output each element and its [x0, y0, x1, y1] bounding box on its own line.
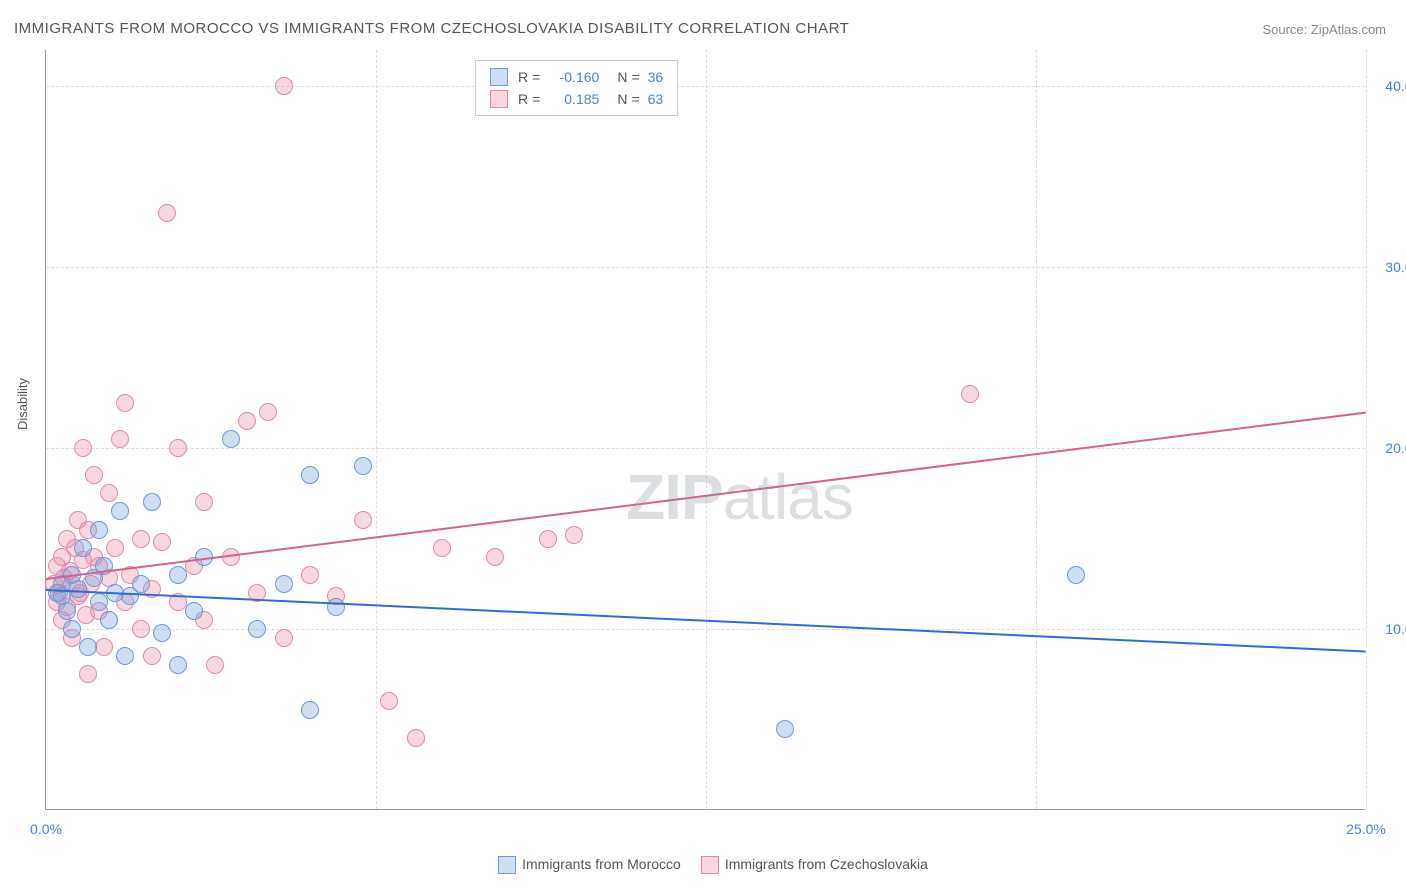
scatter-point — [486, 548, 504, 566]
legend-row: R=-0.160N=36 — [490, 66, 663, 88]
scatter-point — [153, 624, 171, 642]
scatter-point — [74, 439, 92, 457]
scatter-point — [275, 575, 293, 593]
scatter-point — [259, 403, 277, 421]
scatter-point — [95, 638, 113, 656]
gridline-v — [376, 50, 377, 809]
scatter-point — [433, 539, 451, 557]
scatter-point — [275, 77, 293, 95]
scatter-point — [116, 647, 134, 665]
r-value: -0.160 — [544, 69, 599, 85]
scatter-point — [539, 530, 557, 548]
legend-row: R=0.185N=63 — [490, 88, 663, 110]
scatter-point — [58, 602, 76, 620]
scatter-point — [169, 439, 187, 457]
r-value: 0.185 — [544, 91, 599, 107]
scatter-point — [132, 575, 150, 593]
legend-swatch — [701, 856, 719, 874]
scatter-point — [100, 484, 118, 502]
scatter-point — [961, 385, 979, 403]
x-tick-label: 25.0% — [1346, 821, 1386, 837]
scatter-point — [153, 533, 171, 551]
scatter-point — [116, 394, 134, 412]
scatter-point — [327, 598, 345, 616]
scatter-point — [380, 692, 398, 710]
scatter-point — [85, 466, 103, 484]
scatter-point — [248, 620, 266, 638]
watermark: ZIPatlas — [626, 460, 853, 534]
scatter-point — [63, 620, 81, 638]
n-value: 36 — [648, 69, 664, 85]
scatter-point — [169, 656, 187, 674]
scatter-point — [776, 720, 794, 738]
plot-area: ZIPatlas 10.0%20.0%30.0%40.0%0.0%25.0% — [45, 50, 1365, 810]
gridline-v — [706, 50, 707, 809]
scatter-point — [354, 511, 372, 529]
stats-legend: R=-0.160N=36R=0.185N=63 — [475, 60, 678, 116]
scatter-point — [90, 521, 108, 539]
y-tick-label: 40.0% — [1375, 78, 1406, 94]
scatter-point — [143, 493, 161, 511]
scatter-point — [222, 430, 240, 448]
legend-swatch — [490, 68, 508, 86]
scatter-point — [407, 729, 425, 747]
scatter-point — [301, 566, 319, 584]
scatter-point — [100, 611, 118, 629]
scatter-point — [195, 493, 213, 511]
legend-swatch — [498, 856, 516, 874]
y-axis-label: Disability — [15, 378, 30, 430]
scatter-point — [169, 566, 187, 584]
y-tick-label: 30.0% — [1375, 259, 1406, 275]
bottom-legend: Immigrants from Morocco Immigrants from C… — [0, 856, 1406, 874]
scatter-point — [158, 204, 176, 222]
n-value: 63 — [648, 91, 664, 107]
chart-title: IMMIGRANTS FROM MOROCCO VS IMMIGRANTS FR… — [14, 20, 849, 37]
legend-series-label: Immigrants from Morocco — [522, 856, 681, 872]
scatter-point — [206, 656, 224, 674]
scatter-point — [238, 412, 256, 430]
legend-swatch — [490, 90, 508, 108]
scatter-point — [301, 466, 319, 484]
scatter-point — [301, 701, 319, 719]
scatter-point — [143, 647, 161, 665]
scatter-point — [111, 430, 129, 448]
scatter-point — [275, 629, 293, 647]
scatter-point — [185, 602, 203, 620]
scatter-point — [111, 502, 129, 520]
gridline-v — [1036, 50, 1037, 809]
y-tick-label: 20.0% — [1375, 440, 1406, 456]
scatter-point — [1067, 566, 1085, 584]
chart-source: Source: ZipAtlas.com — [1262, 22, 1386, 37]
scatter-point — [79, 665, 97, 683]
legend-series-label: Immigrants from Czechoslovakia — [725, 856, 928, 872]
x-tick-label: 0.0% — [30, 821, 62, 837]
scatter-point — [132, 530, 150, 548]
scatter-point — [74, 539, 92, 557]
scatter-point — [106, 539, 124, 557]
y-tick-label: 10.0% — [1375, 621, 1406, 637]
gridline-v — [1366, 50, 1367, 809]
scatter-point — [565, 526, 583, 544]
scatter-point — [79, 638, 97, 656]
scatter-point — [354, 457, 372, 475]
scatter-point — [132, 620, 150, 638]
